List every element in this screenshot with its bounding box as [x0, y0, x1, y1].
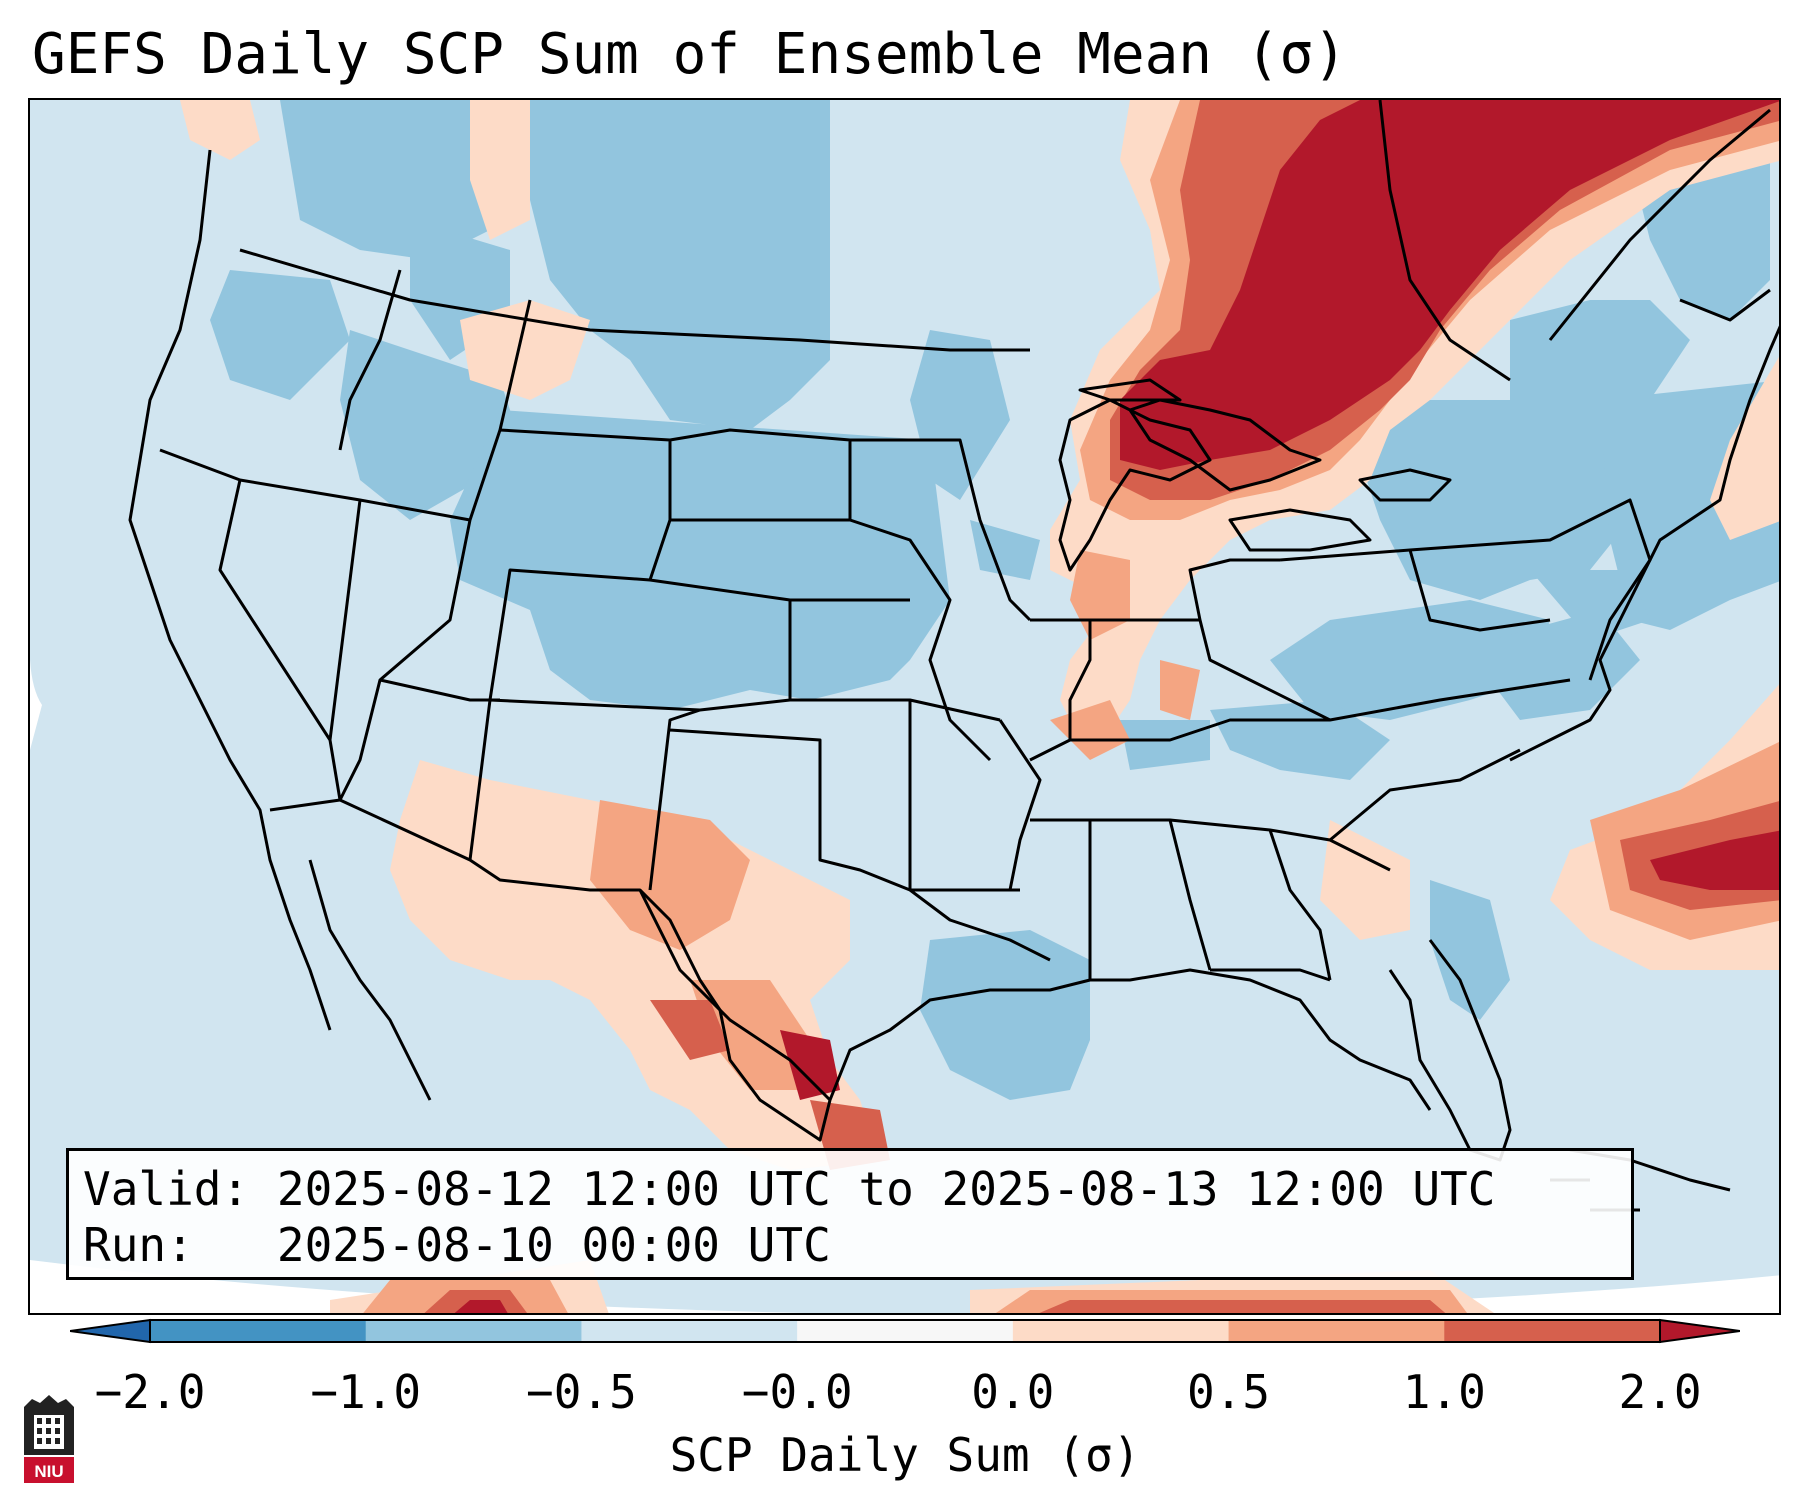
- colorbar-segments: [150, 1320, 1661, 1342]
- run-label: Run:: [83, 1218, 194, 1272]
- canada-east-lines: [1378, 100, 1771, 382]
- colorbar-label: SCP Daily Sum (σ): [669, 1428, 1141, 1482]
- colorbar-segment: [1444, 1320, 1661, 1342]
- atlantic-coastline: [1509, 325, 1779, 762]
- chart-title: GEFS Daily SCP Sum of Ensemble Mean (σ): [32, 22, 1347, 87]
- colorbar-outline: [149, 1319, 1661, 1343]
- mexico-border: [590, 888, 832, 1102]
- colorbar-segment: [581, 1320, 798, 1342]
- state-lines-east: [1029, 498, 1652, 982]
- valid-time-range: 2025-08-12 12:00 UTC to 2025-08-13 12:00…: [276, 1162, 1496, 1216]
- gulf-coastline: [638, 888, 1432, 1142]
- projection-edge-left: [30, 660, 42, 750]
- colorbar-tick-label: 0.0: [971, 1365, 1055, 1419]
- run-time: 2025-08-10 00:00 UTC: [276, 1218, 831, 1272]
- colorbar-segment: [1228, 1320, 1445, 1342]
- state-lines-central: [648, 438, 1051, 962]
- valid-label: Valid:: [83, 1162, 250, 1216]
- great-lakes-outline: [1058, 378, 1452, 572]
- niu-logo-icon: NIU: [24, 1395, 74, 1483]
- baja-coastline: [308, 859, 432, 1101]
- colorbar-segment: [150, 1320, 367, 1342]
- colorbar-segment: [1012, 1320, 1230, 1342]
- red-dark-regions: [454, 100, 1779, 1313]
- colorbar-tick-label: −1.0: [310, 1365, 422, 1419]
- colorbar-segment: [797, 1320, 1014, 1342]
- colorbar-extend-low: [70, 1318, 151, 1344]
- canada-us-border: [239, 248, 1030, 352]
- svg-text:NIU: NIU: [34, 1462, 63, 1481]
- colorbar-extend-high: [1659, 1318, 1740, 1344]
- colorbar-tick-label: 1.0: [1402, 1365, 1486, 1419]
- colorbar-tick-label: −0.5: [526, 1365, 637, 1419]
- valid-run-info-box: Valid: 2025-08-12 12:00 UTC to 2025-08-1…: [66, 1148, 1634, 1280]
- colorbar-tick-label: 2.0: [1618, 1365, 1702, 1419]
- colorbar: [70, 1318, 1740, 1344]
- colorbar-tick-label: −2.0: [94, 1365, 206, 1419]
- pacific-coastline: [128, 149, 332, 1031]
- colorbar-tick-label: −0.0: [741, 1365, 853, 1419]
- map-panel: [28, 98, 1781, 1315]
- map-canvas: [30, 100, 1779, 1313]
- colorbar-tick-label: 0.5: [1187, 1365, 1271, 1419]
- colorbar-segment: [365, 1320, 582, 1342]
